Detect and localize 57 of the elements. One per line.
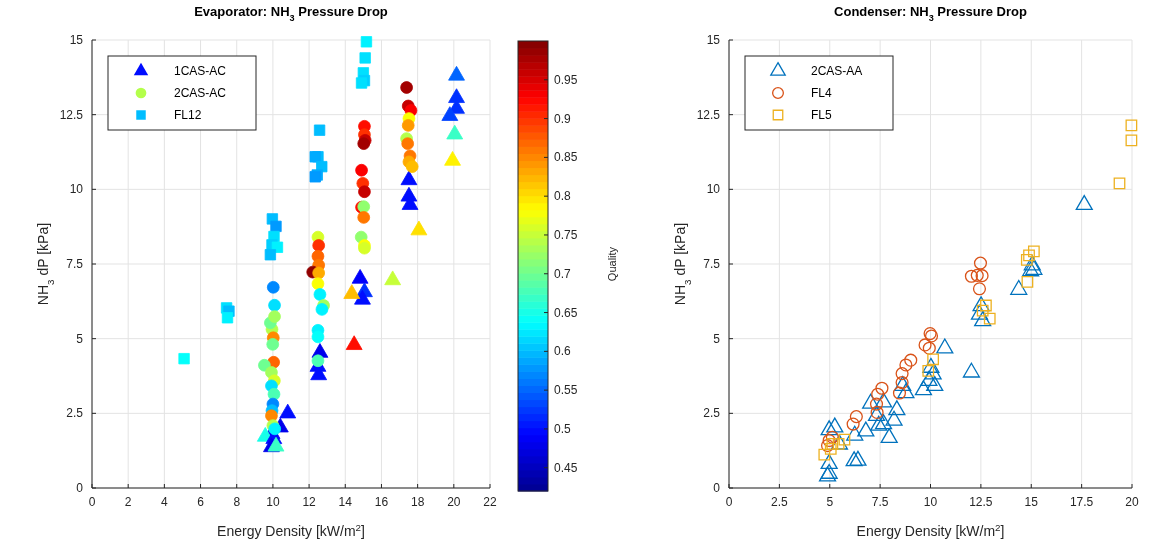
x-tick-label: 20 <box>1125 495 1139 509</box>
color-bar-title: Quality <box>606 246 618 282</box>
legend-label: FL12 <box>174 108 202 122</box>
legend-label: 2CAS-AC <box>174 86 227 100</box>
x-tick-label: 0 <box>725 495 733 509</box>
color-bar-label: 0.85 <box>554 150 578 165</box>
x-tick-label: 17.5 <box>1069 495 1094 509</box>
x-tick-label: 14 <box>338 495 353 509</box>
x-tick-label: 5 <box>826 495 834 509</box>
x-tick-label: 12.5 <box>969 495 993 509</box>
y-tick-label: 5 <box>713 331 721 346</box>
x-tick-label: 22 <box>483 495 497 509</box>
y-tick-label: 0 <box>76 481 84 495</box>
y-tick-label: 15 <box>706 33 721 47</box>
y-tick-label: 12.5 <box>59 107 84 122</box>
color-bar-label: 0.45 <box>554 460 578 475</box>
x-tick-label: 15 <box>1024 495 1039 509</box>
legend-label: FL4 <box>811 86 832 100</box>
color-bar-label: 0.65 <box>554 305 578 320</box>
y-tick-label: 10 <box>706 182 721 197</box>
x-tick-label: 10 <box>266 495 280 509</box>
chart-title: Condenser: NH$_{3}$ Pressure Drop <box>834 4 1027 23</box>
x-tick-label: 2 <box>124 495 132 509</box>
y-tick-label: 5 <box>76 331 84 346</box>
y-tick-label: 2.5 <box>703 406 721 421</box>
x-tick-label: 16 <box>374 495 389 509</box>
x-tick-label: 7.5 <box>871 495 889 509</box>
legend-label: 1CAS-AC <box>174 64 227 78</box>
legend-label: 2CAS-AA <box>811 64 863 78</box>
y-tick-label: 0 <box>713 481 721 495</box>
x-tick-label: 20 <box>447 495 461 509</box>
color-bar-label: 0.6 <box>554 344 572 359</box>
y-tick-label: 10 <box>69 182 84 197</box>
color-bar-label: 0.7 <box>554 266 572 281</box>
legend-label: FL5 <box>811 108 832 122</box>
color-bar-label: 0.95 <box>554 72 578 87</box>
x-axis-title: Energy Density [kW/m$^{2}$] <box>217 521 365 539</box>
y-tick-label: 2.5 <box>66 406 84 421</box>
y-tick-label: 15 <box>69 33 84 47</box>
x-tick-label: 12 <box>302 495 317 509</box>
x-tick-label: 8 <box>233 495 241 509</box>
y-tick-label: 12.5 <box>696 107 721 122</box>
x-tick-label: 6 <box>197 495 205 509</box>
x-tick-label: 4 <box>161 495 169 509</box>
color-bar-label: 0.5 <box>554 421 572 436</box>
chart-title: Evaporator: NH$_{3}$ Pressure Drop <box>194 4 388 23</box>
color-bar-label: 0.75 <box>554 227 578 242</box>
y-tick-label: 7.5 <box>66 257 84 271</box>
x-tick-label: 10 <box>923 495 938 509</box>
color-bar-label: 0.55 <box>554 383 578 398</box>
x-tick-label: 18 <box>410 495 425 509</box>
x-tick-label: 0 <box>88 495 96 509</box>
x-tick-label: 2.5 <box>771 495 789 509</box>
x-axis-title: Energy Density [kW/m$^{2}$] <box>856 521 1005 539</box>
y-tick-label: 7.5 <box>703 257 721 271</box>
color-bar-label: 0.8 <box>554 189 572 204</box>
color-bar-label: 0.9 <box>554 111 572 126</box>
